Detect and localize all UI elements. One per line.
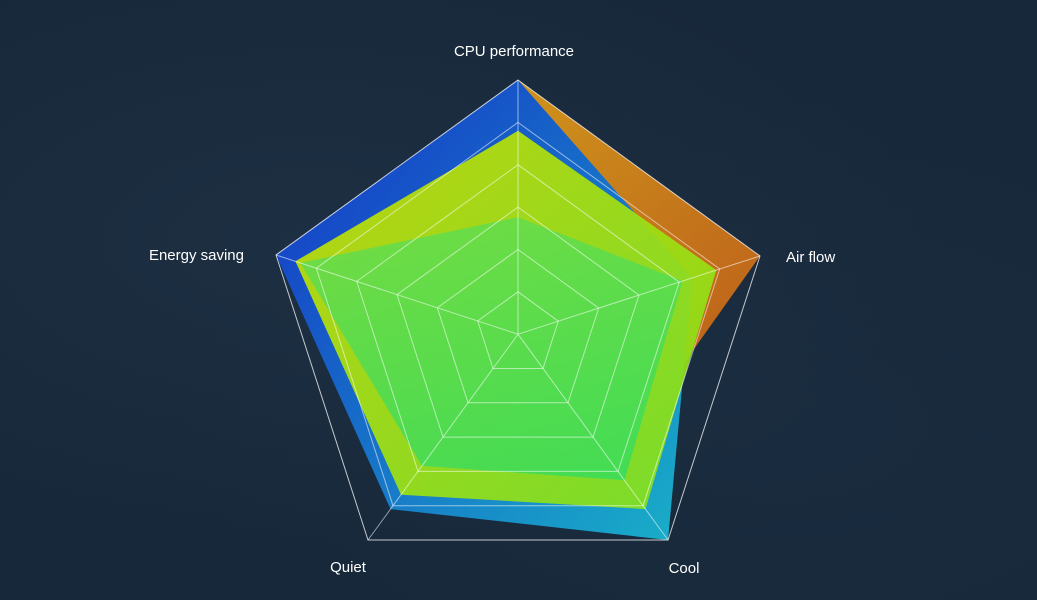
grid-ring-3 bbox=[396, 206, 640, 438]
label-layer: CPU performance Air flow Cool Quiet Ener… bbox=[149, 43, 835, 577]
grid-ring-1 bbox=[477, 291, 559, 369]
axis-label-energy-saving: Energy saving bbox=[149, 247, 244, 264]
axis-spoke-4 bbox=[367, 333, 519, 541]
series-layer bbox=[276, 80, 760, 540]
axis-label-cool: Cool bbox=[669, 560, 700, 577]
grid-ring-4 bbox=[356, 164, 680, 472]
axis-spoke-5 bbox=[275, 254, 519, 335]
grid-ring-5 bbox=[315, 121, 721, 507]
grid-ring-6 bbox=[275, 79, 761, 541]
grid-layer bbox=[275, 79, 761, 541]
axis-label-cpu-performance: CPU performance bbox=[454, 43, 574, 60]
axis-label-air-flow: Air flow bbox=[786, 249, 835, 266]
axis-spoke-2 bbox=[517, 255, 761, 335]
grid-ring-2 bbox=[436, 248, 600, 404]
series-area-4 bbox=[300, 217, 683, 481]
axis-spoke-3 bbox=[517, 333, 669, 541]
axis-label-quiet: Quiet bbox=[330, 559, 367, 576]
